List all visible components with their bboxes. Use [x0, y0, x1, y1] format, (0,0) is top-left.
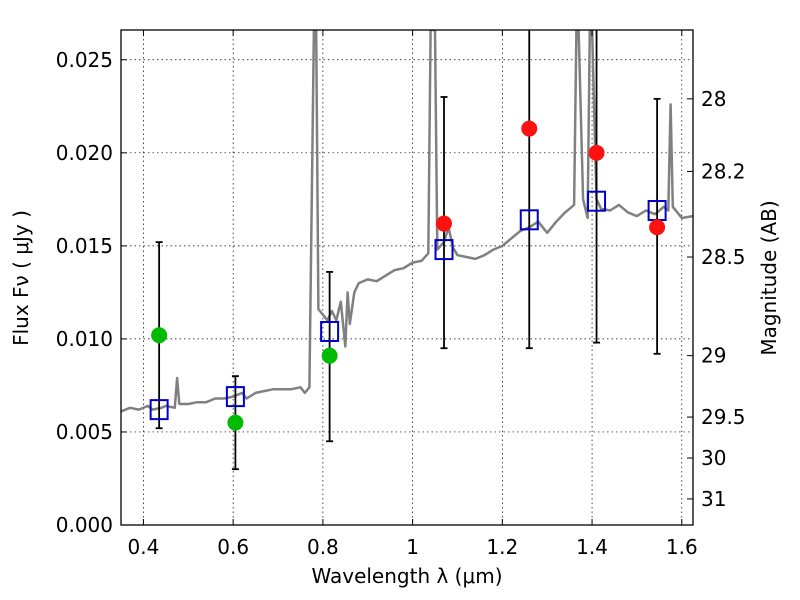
y-tick-label: 0.025 — [56, 48, 113, 72]
square-marker — [519, 209, 539, 231]
y-tick-label: 0.000 — [56, 513, 113, 537]
y-tick-label: 0.005 — [56, 420, 113, 444]
y-tick-label: 0.010 — [56, 327, 113, 351]
x-tick-label: 0.6 — [217, 535, 249, 559]
y-tick-label: 0.020 — [56, 141, 113, 165]
circle-marker — [436, 215, 453, 232]
x-axis-title: Wavelength λ (μm) — [311, 564, 502, 588]
x-tick-label: 1.2 — [486, 535, 518, 559]
axis-ticks: 0.4 0.6 0.8 1 1.2 1.4 1.6 0.000 0.005 0.010 0.015 0… — [56, 30, 746, 559]
x-tick-label: 0.4 — [128, 535, 160, 559]
square-marker — [320, 320, 340, 342]
square-marker — [149, 399, 169, 421]
x-tick-label: 1.4 — [576, 535, 608, 559]
circle-marker — [151, 327, 168, 344]
circle-marker — [588, 144, 605, 161]
y2-tick-label: 29.5 — [701, 405, 746, 429]
circle-marker — [227, 414, 244, 431]
model-spectrum-line — [121, 30, 693, 413]
plot-area — [121, 30, 693, 471]
grid — [121, 30, 693, 526]
plot-frame — [120, 29, 694, 526]
y2-tick-label: 30 — [701, 446, 726, 470]
y2-axis-title: Magnitude (AB) — [757, 200, 781, 355]
square-marker — [587, 190, 607, 212]
y-tick-label: 0.015 — [56, 234, 113, 258]
square-marker — [434, 239, 454, 261]
y2-tick-label: 28 — [701, 87, 726, 111]
x-tick-label: 0.8 — [307, 535, 339, 559]
circle-marker — [321, 347, 338, 364]
x-tick-label: 1.6 — [666, 535, 698, 559]
y-axis-title: Flux Fν ( μJy ) — [9, 210, 33, 346]
circle-marker — [649, 219, 666, 236]
y2-tick-label: 28.2 — [701, 159, 746, 183]
square-marker — [225, 386, 245, 408]
x-tick-label: 1 — [406, 535, 419, 559]
y2-tick-label: 28.5 — [701, 245, 746, 269]
y2-tick-label: 29 — [701, 344, 726, 368]
y2-tick-label: 31 — [701, 487, 726, 511]
circle-marker — [521, 120, 538, 137]
